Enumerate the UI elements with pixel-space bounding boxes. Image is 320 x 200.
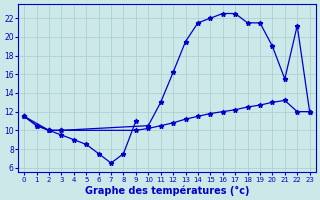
X-axis label: Graphe des températures (°c): Graphe des températures (°c) <box>85 185 249 196</box>
